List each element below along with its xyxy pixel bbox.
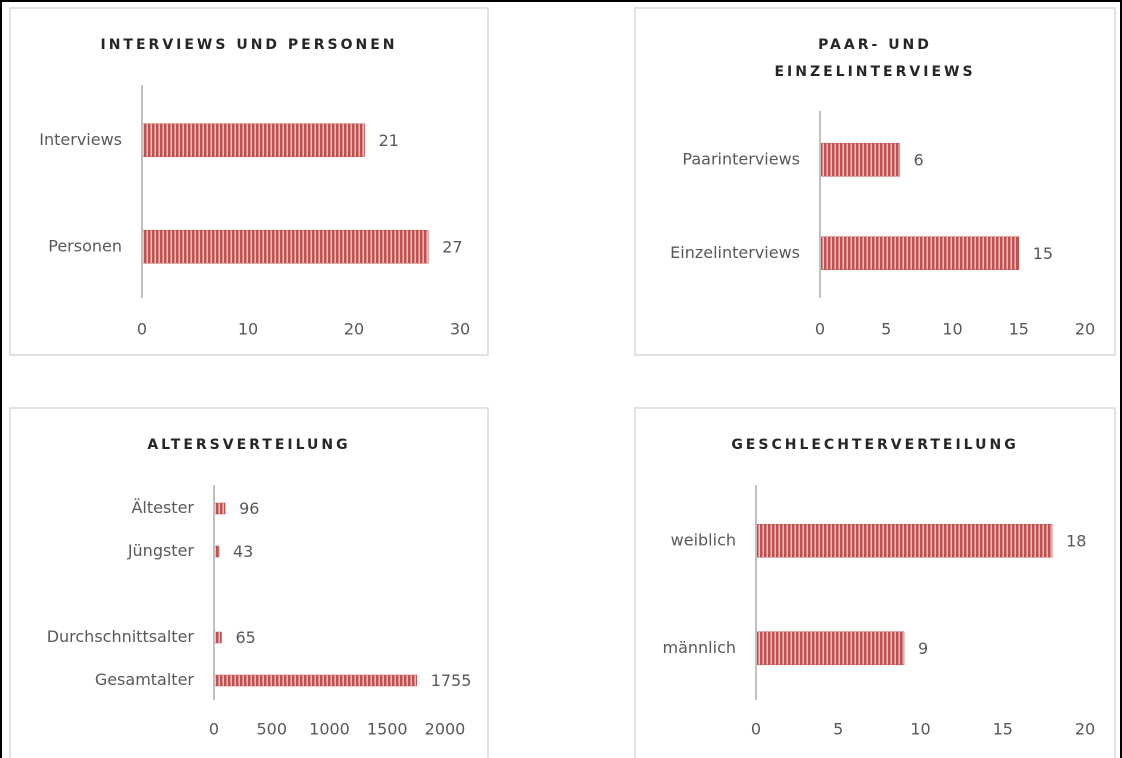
chart-panel [9, 407, 489, 758]
y-tick-label: Ältester [131, 498, 194, 517]
y-tick-label: Gesamtalter [95, 670, 195, 689]
x-tick-label: 20 [344, 320, 364, 339]
bar [141, 230, 429, 264]
x-tick-label: 0 [751, 720, 761, 739]
value-label: 96 [239, 499, 259, 518]
chart-title: EINZELINTERVIEWS [774, 64, 975, 80]
x-tick-label: 0 [209, 720, 219, 739]
x-tick-label: 500 [256, 720, 287, 739]
value-label: 6 [914, 150, 924, 169]
x-tick-label: 10 [238, 320, 258, 339]
bar [213, 674, 417, 687]
y-tick-label: weiblich [671, 530, 736, 549]
x-tick-label: 5 [833, 720, 843, 739]
x-tick-label: 0 [815, 320, 825, 339]
x-tick-label: 15 [1009, 320, 1029, 339]
chart-panel [9, 7, 489, 356]
y-tick-label: Personen [48, 236, 122, 255]
y-tick-label: Einzelinterviews [670, 243, 800, 262]
x-tick-label: 1500 [367, 720, 408, 739]
x-tick-label: 20 [1075, 720, 1095, 739]
y-tick-label: Jüngster [127, 541, 195, 560]
value-label: 21 [379, 131, 399, 150]
value-label: 15 [1033, 244, 1053, 263]
y-tick-label: männlich [663, 638, 737, 657]
x-tick-label: 10 [942, 320, 962, 339]
chart-title: GESCHLECHTERVERTEILUNG [731, 437, 1018, 453]
y-tick-label: Paarinterviews [682, 149, 800, 168]
x-tick-label: 15 [993, 720, 1013, 739]
chart-title: ALTERSVERTEILUNG [147, 437, 350, 453]
x-tick-label: 30 [450, 320, 470, 339]
value-label: 43 [233, 542, 253, 561]
x-tick-label: 10 [910, 720, 930, 739]
bar [819, 143, 900, 177]
x-tick-label: 0 [137, 320, 147, 339]
bar [755, 631, 905, 665]
y-tick-label: Durchschnittsalter [47, 627, 195, 646]
chart-panel [634, 7, 1116, 356]
value-label: 27 [442, 237, 462, 256]
bar [141, 123, 365, 157]
value-label: 9 [918, 639, 928, 658]
x-tick-label: 1000 [309, 720, 350, 739]
chart-title: PAAR- UND [818, 37, 932, 53]
x-tick-label: 20 [1075, 320, 1095, 339]
chart-panel [634, 407, 1116, 758]
chart-title: INTERVIEWS UND PERSONEN [101, 37, 398, 53]
value-label: 1755 [431, 671, 472, 690]
value-label: 18 [1066, 531, 1086, 550]
x-tick-label: 2000 [425, 720, 466, 739]
x-tick-label: 5 [881, 320, 891, 339]
value-label: 65 [236, 628, 256, 647]
bar [819, 236, 1019, 270]
y-tick-label: Interviews [39, 130, 122, 149]
bar [213, 502, 226, 515]
bar [755, 524, 1053, 558]
bar [213, 631, 222, 644]
